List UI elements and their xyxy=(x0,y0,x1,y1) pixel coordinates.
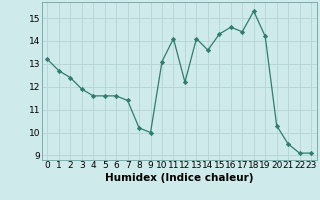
X-axis label: Humidex (Indice chaleur): Humidex (Indice chaleur) xyxy=(105,173,253,183)
